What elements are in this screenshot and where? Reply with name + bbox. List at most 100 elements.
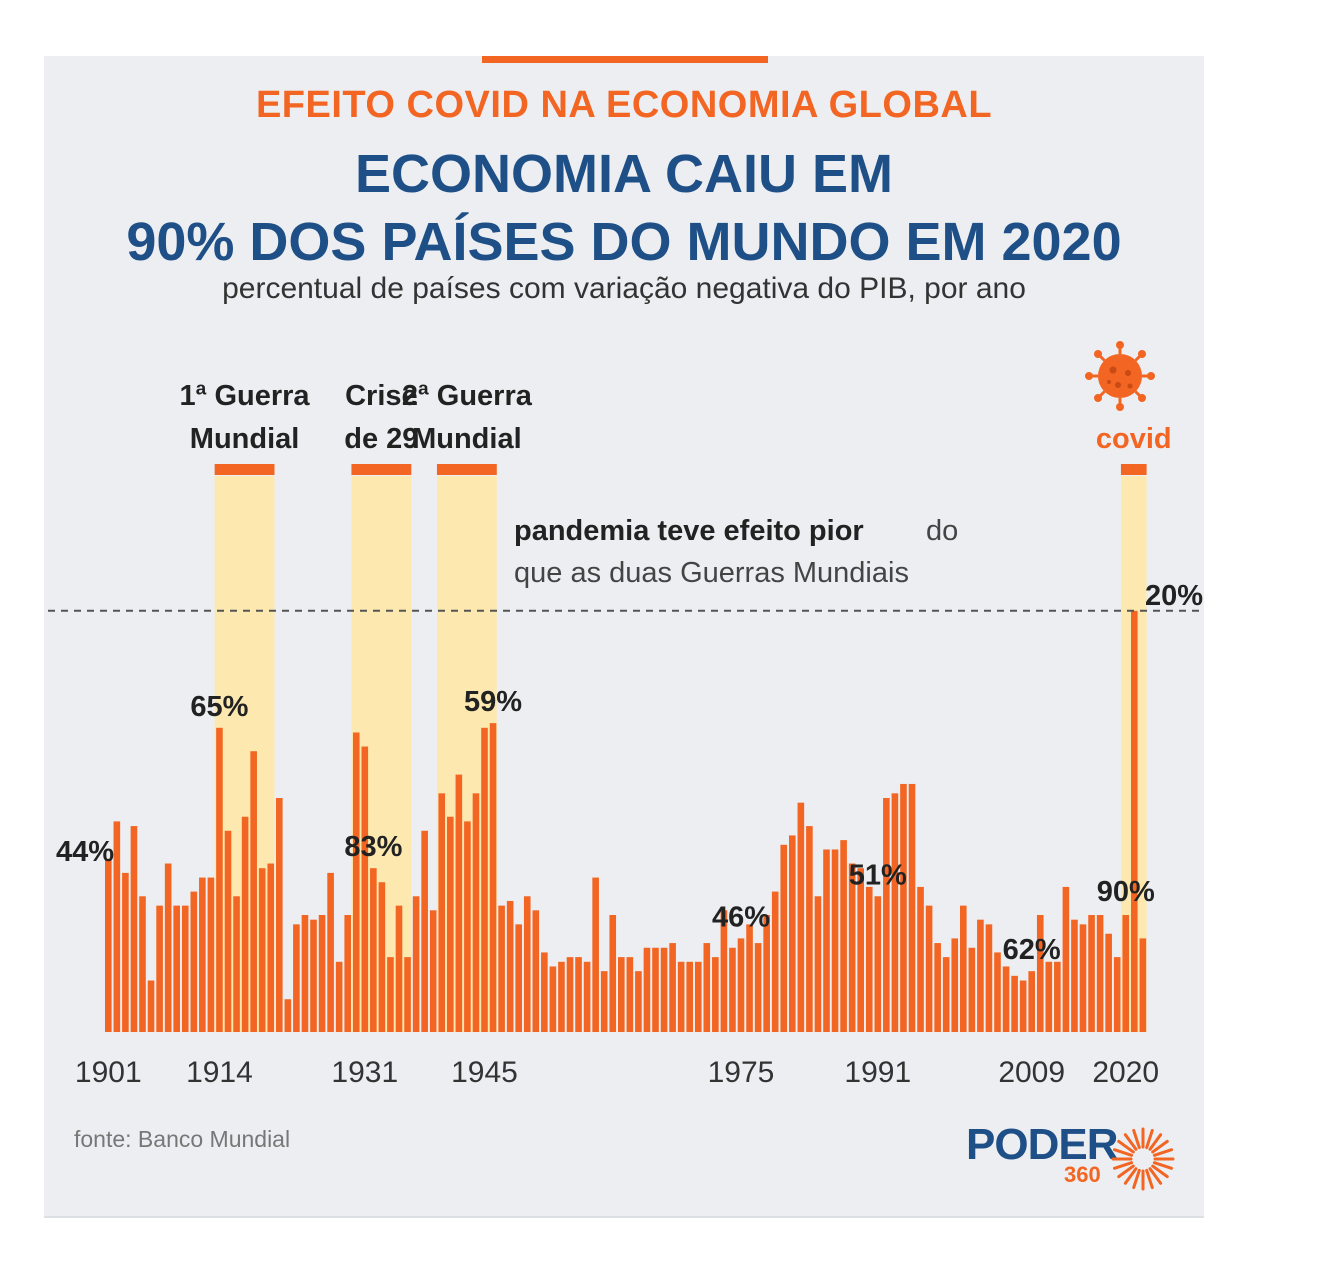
bar-1945 [481,727,488,1032]
bar-1981 [789,835,796,1032]
bar-1923 [293,924,300,1032]
annotation-bold: pandemia teve efeito pior [514,515,864,547]
bar-2019 [1113,957,1121,1032]
bar-1940 [438,793,446,1032]
bar-1944 [472,793,480,1032]
bar-1907 [156,905,163,1032]
bar-1996 [917,886,924,1032]
x-tick-1975: 1975 [708,1056,775,1089]
bar-1946 [489,723,497,1032]
chart-subtitle: percentual de países com variação negati… [222,272,1026,305]
bar-2016 [1088,915,1095,1032]
annotation-rest-2: que as duas Guerras Mundiais [514,557,909,589]
callout-1946: 59% [464,686,522,718]
bar-1937 [412,896,420,1032]
bar-1971 [703,943,711,1032]
chart-text: pandemia teve efeito pior do que as duas… [514,515,958,589]
callout-2021: 20% [1145,580,1203,612]
bar-1985 [823,849,830,1032]
bar-1995 [908,783,916,1032]
headline-line-1: ECONOMIA CAIU EM [355,144,893,204]
bar-2005 [994,952,1001,1032]
bar-1916 [233,896,240,1032]
bar-1910 [181,905,189,1032]
bar-1939 [429,910,437,1032]
bar-series [105,610,1147,1032]
bar-1969 [686,961,693,1032]
bar-2007 [1011,975,1018,1032]
burst-ray [1151,1164,1169,1179]
bar-2015 [1079,924,1087,1032]
bar-1930 [352,732,360,1032]
bar-1974 [729,947,736,1032]
bar-1903 [122,872,129,1032]
highlight-cap-3 [1120,464,1147,475]
bar-1957 [583,961,591,1032]
bar-2000 [951,938,959,1032]
burst-ray [1151,1139,1169,1154]
top-accent-rule [482,56,768,63]
highlight-label-top-0: 1ª Guerra [180,380,311,412]
bar-1915 [224,830,232,1032]
callout-labels: 44% 65% 83% 59% 46% 51% 62% 90% 20% [56,580,1203,966]
bar-1952 [541,952,548,1032]
bar-1951 [532,910,540,1032]
poder360-logo: PODER 360 [966,1118,1186,1198]
bar-1979 [771,891,779,1032]
burst-ray [1145,1168,1154,1190]
bar-1973 [720,910,728,1032]
logo-number: 360 [1064,1162,1101,1187]
burst-ray [1148,1133,1163,1151]
burst-ray [1148,1167,1163,1185]
bar-1917 [241,816,249,1032]
bar-1991 [874,896,882,1032]
highlight-cap-2 [436,464,497,475]
logo-wordmark: PODER [966,1120,1118,1169]
burst-ray [1123,1133,1138,1151]
bar-1948 [506,900,514,1032]
bar-1905 [139,896,146,1032]
bar-1990 [865,886,873,1032]
bar-2017 [1096,915,1104,1032]
burst-ray [1152,1161,1174,1170]
bar-1936 [404,957,411,1032]
bar-1925 [310,919,317,1032]
bar-1986 [831,849,839,1032]
bar-2012 [1054,961,1061,1032]
bar-1970 [694,961,702,1032]
bar-2002 [968,947,976,1032]
bar-1965 [652,947,659,1032]
bar-1921 [276,798,283,1032]
bar-2008 [1019,980,1027,1032]
callout-1914: 65% [190,691,248,723]
highlight-label-bottom-2: Mundial [412,423,522,455]
x-tick-1931: 1931 [331,1056,398,1089]
headline-line-2: 90% DOS PAÍSES DO MUNDO EM 2020 [126,212,1122,272]
bar-1931 [361,746,369,1032]
bar-1953 [549,966,557,1032]
bar-1949 [515,924,522,1032]
bar-1993 [891,793,899,1032]
bar-2020 [1122,915,1130,1032]
bar-1997 [925,905,933,1032]
bar-1961 [618,957,625,1032]
bar-1918 [250,751,257,1032]
bar-1947 [498,905,505,1032]
bar-1959 [600,971,608,1032]
bar-1967 [669,943,676,1032]
sunburst-icon [1111,1127,1175,1191]
highlight-cap-0 [214,464,275,475]
bar-1926 [318,915,326,1032]
highlight-label-bottom-3: covid [1096,423,1172,455]
bar-2006 [1002,966,1010,1032]
bar-1929 [344,915,351,1032]
bar-1927 [327,872,334,1032]
x-tick-2009: 2009 [998,1056,1065,1089]
bar-1958 [592,877,599,1032]
bar-1943 [464,821,471,1032]
bar-1928 [335,961,343,1032]
bar-1994 [900,783,907,1032]
bar-1912 [199,877,206,1032]
bar-1987 [840,840,847,1032]
bar-1913 [207,877,215,1032]
